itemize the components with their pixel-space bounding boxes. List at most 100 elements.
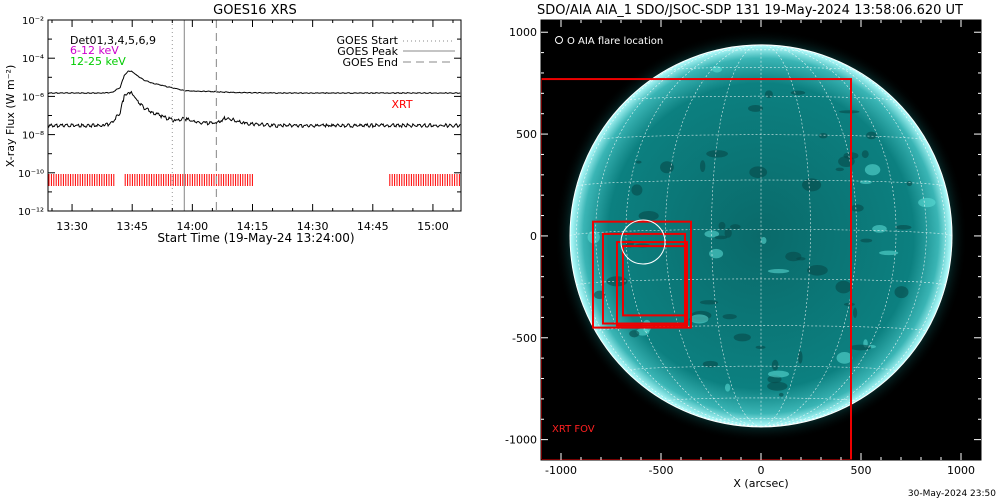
goes-y-tick-label: 10⁻² (22, 16, 44, 27)
sun-region (849, 344, 872, 351)
legend-6-12-kev: 6-12 keV (70, 44, 119, 57)
goes-y-tick-label: 10⁻⁴ (22, 54, 44, 65)
sun-region (638, 211, 659, 221)
aia-x-tick-label: 500 (851, 464, 872, 477)
xrt-fov-label: XRT FOV (552, 424, 595, 435)
legend-goes-start: GOES Start (337, 34, 399, 47)
sun-region (760, 236, 767, 244)
sun-region (724, 383, 731, 392)
xrt-pointing-box (592, 220, 692, 329)
grid-line (576, 46, 762, 428)
sun-region (718, 221, 726, 230)
aia-y-tick-label: -1000 (505, 434, 537, 447)
goes-x-tick-label: 15:00 (417, 220, 449, 233)
xrt-pointing-box (622, 245, 688, 317)
sun-region (704, 230, 720, 238)
sun-region (629, 330, 640, 338)
sun-region (918, 197, 936, 208)
sun-region (852, 307, 858, 319)
goes-y-tick-label: 10⁻⁶ (22, 92, 44, 103)
grid-line (595, 45, 762, 428)
goes-x-axis: 13:30 13:45 14:00 14:15 14:30 14:45 15:00 (51, 20, 454, 233)
sun-region (796, 257, 806, 261)
goes-y-tick-label: 10⁻¹² (18, 207, 44, 218)
aia-x-axis-label: X (arcsec) (733, 477, 788, 490)
goes-x-tick-label: 14:45 (357, 220, 389, 233)
grid-line (760, 44, 811, 428)
goes-series-0-5-4 (47, 90, 461, 129)
goes-y-axis: 10⁻² 10⁻⁴ 10⁻⁶ 10⁻⁸ 10⁻¹⁰ 10⁻¹² (18, 16, 461, 218)
sun-region (749, 166, 768, 178)
goes-xrt-label: XRT (391, 98, 412, 111)
sun-region (866, 131, 877, 140)
sun-region (764, 90, 773, 98)
goes-y-tick-label: 10⁻¹⁰ (18, 169, 44, 180)
aia-image-plot: SDO/AIA AIA_1 SDO/JSOC-SDP 131 19-May-20… (505, 3, 982, 490)
goes-x-tick-label: 13:45 (116, 220, 148, 233)
goes-y-axis-label: X-ray Flux (W m⁻²) (4, 65, 17, 167)
sun-region (722, 314, 737, 320)
aia-x-axis: -1000 -500 0 500 1000 (545, 20, 975, 477)
sun-region (699, 160, 706, 173)
heliographic-grid (569, 44, 953, 428)
goes-series-1-8 (47, 70, 461, 94)
xrt-pointing-boxes (592, 220, 692, 329)
sun-region (835, 280, 852, 294)
goes-xrt-coverage (48, 174, 460, 186)
aia-legend-flare-location: O AIA flare location (567, 36, 663, 47)
aia-y-axis: -1000 -500 0 500 1000 (505, 26, 981, 447)
sun-region (771, 359, 779, 371)
xrt-fov-box (541, 78, 852, 460)
sun-region (660, 161, 674, 174)
sun-region (807, 265, 828, 276)
sun-limb (569, 44, 953, 428)
sun-region (879, 250, 899, 256)
legend-12-25-kev: 12-25 keV (70, 55, 126, 68)
aia-x-tick-label: -500 (649, 464, 674, 477)
aia-y-tick-label: 1000 (509, 26, 537, 39)
goes-x-tick-label: 14:00 (176, 220, 208, 233)
sun-region (724, 228, 732, 238)
grid-line (760, 44, 897, 428)
sun-region (818, 133, 828, 139)
sun-region (689, 314, 709, 324)
sun-region (802, 178, 822, 192)
grid-line (665, 44, 762, 428)
legend-detectors: Det01,3,4,5,6,9 (70, 34, 156, 47)
sun-region (733, 333, 751, 342)
sun-region (714, 235, 728, 240)
sun-region (755, 345, 766, 349)
goes-chart-title: GOES16 XRS (213, 3, 297, 18)
sun-region (767, 370, 790, 378)
sun-region (872, 225, 887, 233)
grid-line (576, 179, 946, 187)
goes-legend-right: GOES Start GOES Peak GOES End (337, 34, 455, 69)
sun-region (895, 225, 912, 230)
grid-line (760, 45, 927, 428)
aia-y-tick-label: -500 (512, 332, 537, 345)
grid-line (760, 44, 857, 428)
aia-x-tick-label: 0 (758, 464, 765, 477)
sun-region (702, 360, 719, 368)
sun-region (906, 180, 913, 187)
xrt-pointing-box (602, 232, 686, 325)
sun-region (730, 224, 741, 230)
goes-x-axis-label: Start Time (19-May-24 13:24:00) (157, 231, 354, 245)
sun-region (748, 105, 764, 112)
sun-region (767, 268, 790, 274)
grid-line (625, 44, 762, 428)
sun-disk (570, 44, 952, 427)
sun-region (635, 160, 642, 164)
aia-x-tick-label: 1000 (947, 464, 975, 477)
sun-region (864, 164, 881, 176)
aia-y-tick-label: 500 (516, 128, 537, 141)
aia-chart-title: SDO/AIA AIA_1 SDO/JSOC-SDP 131 19-May-20… (537, 3, 963, 18)
sun-region (631, 184, 643, 196)
goes-x-tick-label: 14:30 (297, 220, 329, 233)
sun-region (860, 238, 873, 243)
sun-region (843, 302, 855, 307)
legend-flare-marker-icon (555, 36, 563, 44)
legend-goes-peak: GOES Peak (337, 45, 398, 58)
sun-region (859, 180, 872, 185)
